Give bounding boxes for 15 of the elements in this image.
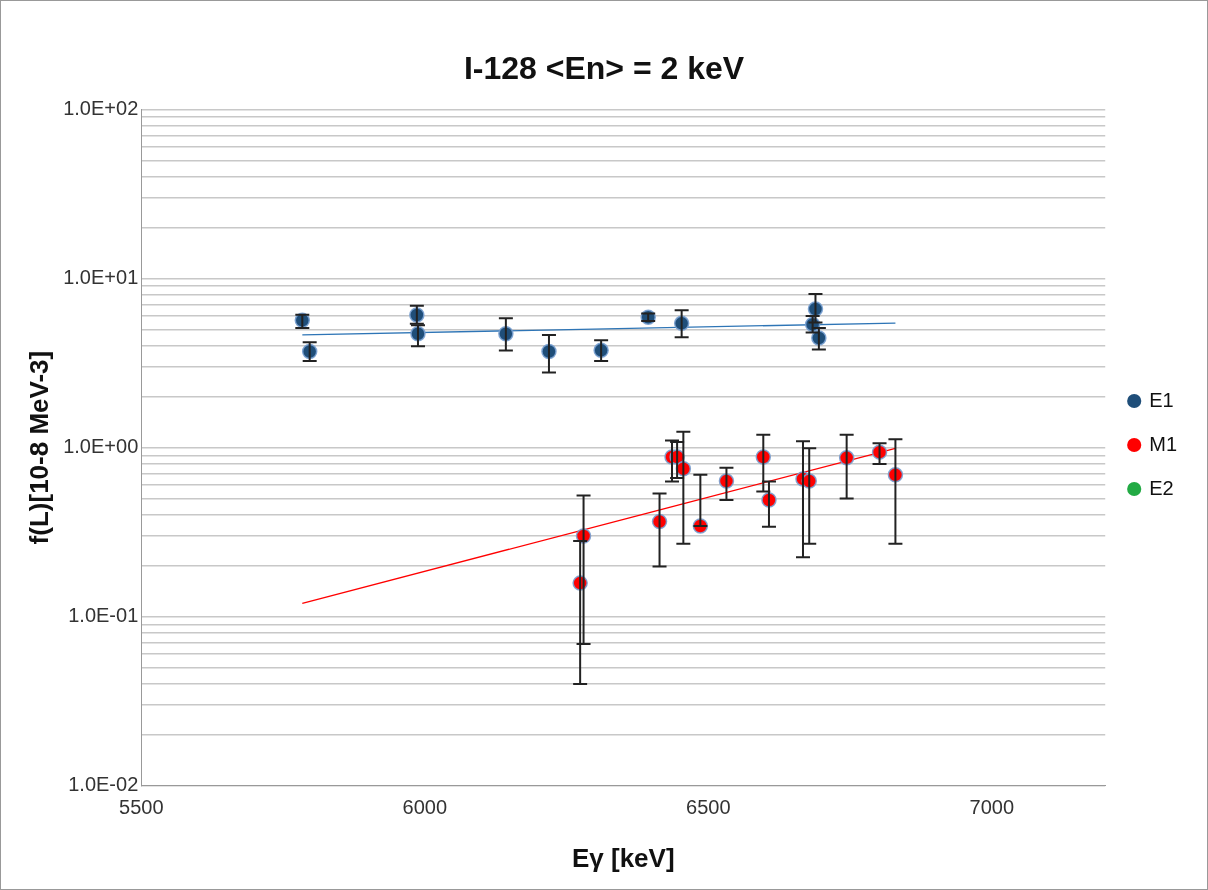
chart-title: I-128 <En> = 2 keV [463,50,745,87]
y-tick-label: 1.0E-02 [68,773,139,796]
y-tick-label: 1.0E+01 [63,266,139,289]
legend-label: E1 [1149,388,1174,411]
y-tick-label: 1.0E+00 [63,435,139,458]
x-tick-label: 5500 [119,796,164,819]
y-tick-label: 1.0E-01 [68,604,139,627]
x-tick-label: 6000 [402,796,448,819]
x-axis-title: Eγ [keV] [571,842,675,873]
legend-label: E2 [1149,476,1174,499]
x-tick-label: 7000 [969,796,1015,819]
x-tick-label: 6500 [686,796,731,819]
y-tick-label: 1.0E+02 [63,96,139,119]
legend-label: M1 [1149,432,1178,455]
y-axis-title: f(L)[10-8 MeV-3] [23,350,54,545]
